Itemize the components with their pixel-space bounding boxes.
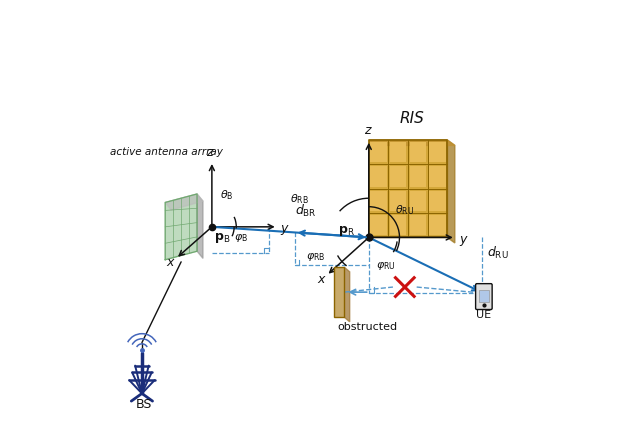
Bar xyxy=(429,166,445,187)
Polygon shape xyxy=(369,140,447,237)
Bar xyxy=(371,215,387,235)
Bar xyxy=(429,142,445,162)
Text: $x$: $x$ xyxy=(166,256,176,269)
Polygon shape xyxy=(447,140,455,243)
Text: $y$: $y$ xyxy=(459,234,468,248)
Polygon shape xyxy=(165,194,197,259)
Polygon shape xyxy=(344,267,349,322)
Text: $\theta_{\mathrm{RU}}$: $\theta_{\mathrm{RU}}$ xyxy=(395,203,414,217)
Text: RIS: RIS xyxy=(400,111,424,126)
Text: $y$: $y$ xyxy=(280,223,289,237)
Text: $z$: $z$ xyxy=(364,124,372,137)
Bar xyxy=(410,166,426,187)
Text: $\varphi_{\mathrm{RU}}$: $\varphi_{\mathrm{RU}}$ xyxy=(376,260,396,272)
Bar xyxy=(390,166,406,187)
Text: BS: BS xyxy=(136,398,152,411)
Bar xyxy=(410,215,426,235)
Text: $x$: $x$ xyxy=(317,273,326,286)
Bar xyxy=(390,215,406,235)
Text: UE: UE xyxy=(476,310,492,320)
Bar xyxy=(390,142,406,162)
Bar xyxy=(371,142,387,162)
Bar xyxy=(429,215,445,235)
Bar xyxy=(371,191,387,211)
Polygon shape xyxy=(369,140,455,145)
Bar xyxy=(429,191,445,211)
Text: $\varphi_{\mathrm{RB}}$: $\varphi_{\mathrm{RB}}$ xyxy=(306,251,326,262)
Text: obstructed: obstructed xyxy=(337,322,397,332)
FancyBboxPatch shape xyxy=(476,284,492,310)
Text: $\varphi_\mathrm{B}$: $\varphi_\mathrm{B}$ xyxy=(234,232,248,243)
Bar xyxy=(410,142,426,162)
Text: active antenna arrray: active antenna arrray xyxy=(110,147,223,157)
Bar xyxy=(410,191,426,211)
Bar xyxy=(390,191,406,211)
Text: $\theta_{\mathrm{RB}}$: $\theta_{\mathrm{RB}}$ xyxy=(291,192,309,206)
Text: $d_{\mathrm{BR}}$: $d_{\mathrm{BR}}$ xyxy=(294,203,316,219)
Bar xyxy=(371,166,387,187)
Text: $\mathbf{p}_\mathrm{R}$: $\mathbf{p}_\mathrm{R}$ xyxy=(338,224,355,238)
Polygon shape xyxy=(197,194,203,258)
Text: $d_{\mathrm{RU}}$: $d_{\mathrm{RU}}$ xyxy=(487,245,509,261)
Text: $\mathbf{p}_\mathrm{B}$: $\mathbf{p}_\mathrm{B}$ xyxy=(214,231,231,245)
Text: $z$: $z$ xyxy=(206,145,215,159)
Bar xyxy=(334,267,344,317)
Bar xyxy=(479,290,489,302)
Text: $\theta_\mathrm{B}$: $\theta_\mathrm{B}$ xyxy=(220,188,233,202)
Polygon shape xyxy=(165,194,203,210)
